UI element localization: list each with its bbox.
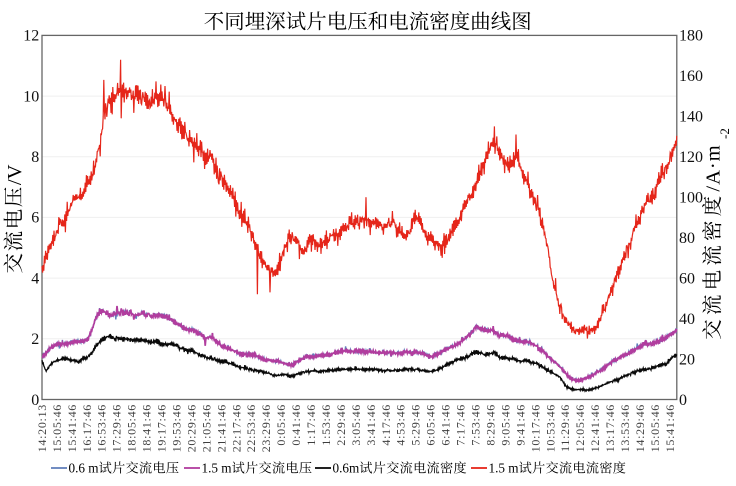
svg-text:100: 100 — [679, 190, 703, 207]
svg-text:14:29:46: 14:29:46 — [633, 404, 647, 452]
svg-text:7:17:46: 7:17:46 — [454, 404, 468, 446]
svg-text:15:05:46: 15:05:46 — [50, 404, 64, 452]
svg-text:0:41:46: 0:41:46 — [289, 404, 303, 446]
svg-text:0: 0 — [31, 392, 39, 409]
svg-text:0:05:46: 0:05:46 — [274, 404, 288, 446]
svg-text:20: 20 — [679, 351, 695, 368]
svg-text:14:20:13: 14:20:13 — [35, 404, 49, 452]
svg-text:10: 10 — [23, 88, 39, 105]
svg-text:22:17:46: 22:17:46 — [229, 404, 243, 452]
svg-text:1.5 m: 1.5 m — [489, 461, 520, 476]
svg-text:0: 0 — [679, 392, 687, 409]
svg-text:21:05:46: 21:05:46 — [199, 404, 213, 452]
svg-text:23:29:46: 23:29:46 — [259, 404, 273, 452]
svg-text:9:05:46: 9:05:46 — [498, 404, 512, 446]
svg-text:/A·m: /A·m — [703, 144, 725, 191]
svg-text:12:41:46: 12:41:46 — [588, 404, 602, 452]
svg-text:12:05:46: 12:05:46 — [573, 404, 587, 452]
svg-text:15:41:46: 15:41:46 — [663, 404, 677, 452]
svg-text:10:53:46: 10:53:46 — [543, 404, 557, 452]
svg-text:17:29:46: 17:29:46 — [110, 404, 124, 452]
svg-text:4:53:46: 4:53:46 — [394, 404, 408, 446]
svg-text:20:29:46: 20:29:46 — [184, 404, 198, 452]
svg-text:9:41:46: 9:41:46 — [513, 404, 527, 446]
svg-text:6:41:46: 6:41:46 — [439, 404, 453, 446]
svg-text:8:29:46: 8:29:46 — [484, 404, 498, 446]
svg-text:16:53:46: 16:53:46 — [95, 404, 109, 452]
svg-text:1:17:46: 1:17:46 — [304, 404, 318, 446]
svg-text:15:41:46: 15:41:46 — [65, 404, 79, 452]
svg-text:80: 80 — [679, 230, 695, 247]
svg-text:13:17:46: 13:17:46 — [603, 404, 617, 452]
svg-text:7:53:46: 7:53:46 — [469, 404, 483, 446]
svg-text:5:29:46: 5:29:46 — [409, 404, 423, 446]
svg-text:140: 140 — [679, 109, 703, 126]
svg-text:18:05:46: 18:05:46 — [125, 404, 139, 452]
svg-text:19:53:46: 19:53:46 — [170, 404, 184, 452]
svg-text:12: 12 — [23, 28, 39, 45]
svg-text:13:53:46: 13:53:46 — [618, 404, 632, 452]
svg-text:0.6 m: 0.6 m — [69, 461, 100, 476]
svg-text:19:17:46: 19:17:46 — [155, 404, 169, 452]
svg-text:3:41:46: 3:41:46 — [364, 404, 378, 446]
svg-text:15:05:46: 15:05:46 — [648, 404, 662, 452]
svg-text:4:17:46: 4:17:46 — [379, 404, 393, 446]
svg-text:18:41:46: 18:41:46 — [140, 404, 154, 452]
svg-text:180: 180 — [679, 28, 703, 45]
svg-text:21:41:46: 21:41:46 — [214, 404, 228, 452]
svg-text:2: 2 — [31, 331, 39, 348]
svg-text:2:29:46: 2:29:46 — [334, 404, 348, 446]
svg-text:0.6m: 0.6m — [333, 461, 360, 476]
svg-text:1:53:46: 1:53:46 — [319, 404, 333, 446]
svg-text:6: 6 — [31, 210, 39, 227]
svg-text:6:05:46: 6:05:46 — [424, 404, 438, 446]
svg-text:40: 40 — [679, 311, 695, 328]
svg-text:8: 8 — [31, 149, 39, 166]
svg-text:11:29:46: 11:29:46 — [558, 404, 572, 452]
svg-text:60: 60 — [679, 270, 695, 287]
svg-text:160: 160 — [679, 68, 703, 85]
svg-text:22:53:46: 22:53:46 — [244, 404, 258, 452]
svg-text:120: 120 — [679, 149, 703, 166]
svg-text:-2: -2 — [717, 128, 732, 139]
svg-text:3:05:46: 3:05:46 — [349, 404, 363, 446]
svg-text:4: 4 — [31, 270, 39, 287]
svg-text:/V: /V — [4, 164, 26, 185]
svg-text:16:17:46: 16:17:46 — [80, 404, 94, 452]
svg-text:1.5 m: 1.5 m — [202, 461, 233, 476]
svg-text:10:17:46: 10:17:46 — [528, 404, 542, 452]
